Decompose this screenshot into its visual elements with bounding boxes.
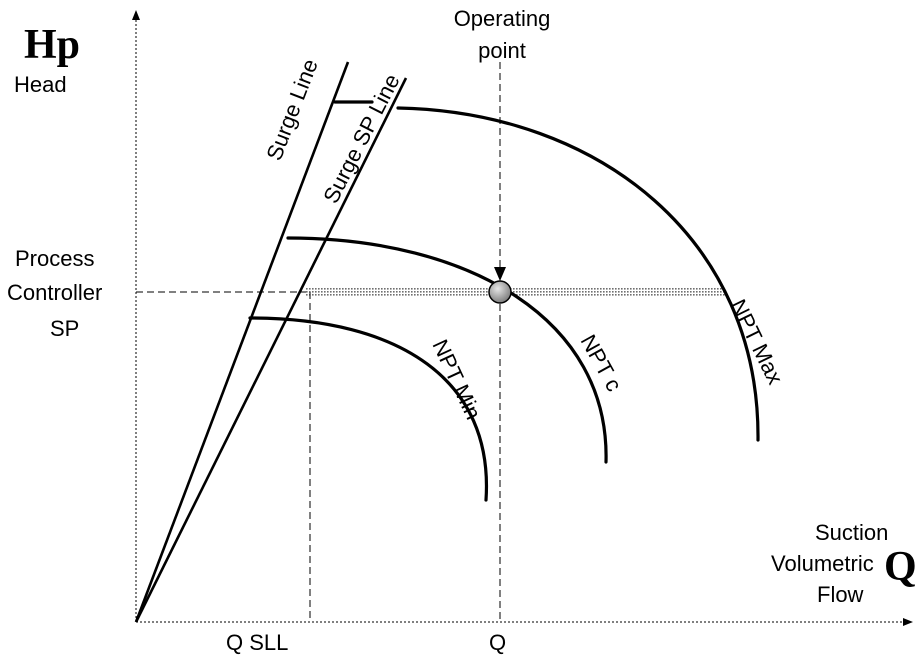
operating-point-label-line-2: point bbox=[478, 38, 526, 63]
npt-c-label: NPT c bbox=[576, 330, 627, 395]
npt-c-curve bbox=[286, 236, 608, 464]
surge-line-label: Surge Line bbox=[261, 55, 322, 163]
y-axis-symbol: Hp bbox=[24, 22, 80, 68]
surge-sp-line-label: Surge SP Line bbox=[318, 70, 405, 207]
x-axis-label-line-3: Flow bbox=[817, 582, 864, 607]
q-tick-label: Q bbox=[489, 630, 506, 655]
x-axis-label-line-1: Suction bbox=[815, 520, 888, 545]
y-axis-arrow bbox=[132, 10, 140, 20]
npt-max-curve bbox=[396, 106, 760, 442]
npt-min-curve bbox=[248, 316, 489, 502]
npt-min-label: NPT Min bbox=[427, 336, 486, 424]
surge-line bbox=[134, 61, 350, 623]
x-axis-arrow bbox=[903, 618, 913, 626]
operating-point-label-line-1: Operating bbox=[454, 6, 551, 31]
x-axis-label-line-2: Volumetric bbox=[771, 551, 874, 576]
setpoint-label-line-1: Process bbox=[15, 246, 94, 271]
setpoint-label-line-2: Controller bbox=[7, 280, 102, 305]
operating-point-marker bbox=[488, 280, 512, 304]
y-axis-label: Head bbox=[14, 72, 67, 97]
npt-max-label: NPT Max bbox=[726, 295, 788, 388]
surge-sp-line bbox=[134, 77, 408, 623]
q-sll-tick-label: Q SLL bbox=[226, 630, 288, 655]
x-axis-symbol: Q bbox=[884, 544, 915, 590]
controller-operating-band bbox=[306, 288, 726, 296]
setpoint-label-line-3: SP bbox=[50, 316, 79, 341]
operating-point-arrow bbox=[494, 267, 506, 281]
